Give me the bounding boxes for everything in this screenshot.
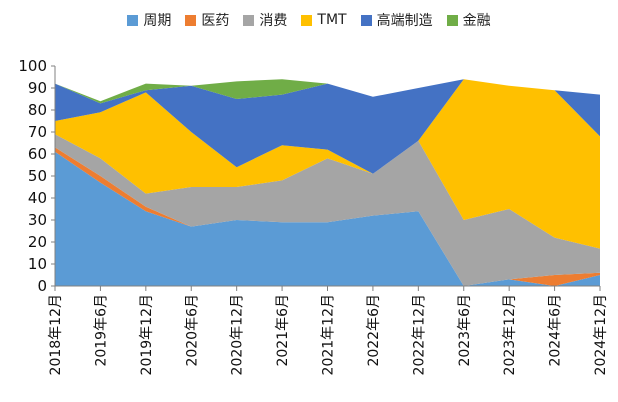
y-tick-label: 40 xyxy=(28,189,47,207)
x-tick-label: 2020年6月 xyxy=(184,294,200,367)
x-tick-label: 2018年12月 xyxy=(48,294,64,375)
x-tick-label: 2024年6月 xyxy=(548,294,564,367)
legend-swatch xyxy=(243,14,255,26)
x-tick-label: 2023年12月 xyxy=(502,294,518,375)
area-TMT xyxy=(55,79,600,249)
legend-item: 高端制造 xyxy=(360,10,433,30)
y-tick-label: 60 xyxy=(28,145,47,163)
y-tick-label: 70 xyxy=(28,123,47,141)
x-tick-label: 2021年12月 xyxy=(321,294,337,375)
x-tick-label: 2021年6月 xyxy=(275,294,291,367)
y-tick-label: 80 xyxy=(28,101,47,119)
legend-label: 周期 xyxy=(143,13,172,29)
x-tick-label: 2023年6月 xyxy=(457,294,473,367)
area-医药 xyxy=(55,147,600,286)
legend-swatch xyxy=(301,14,313,26)
x-tick-label: 2022年12月 xyxy=(411,294,427,375)
area-消费 xyxy=(55,134,600,286)
area-周期 xyxy=(55,151,600,286)
x-tick-label: 2024年12月 xyxy=(593,294,609,375)
x-tick-label: 2019年6月 xyxy=(93,294,109,367)
legend-swatch xyxy=(127,14,139,26)
area-高端制造 xyxy=(55,79,600,174)
legend-label: 消费 xyxy=(259,13,288,29)
legend: 周期 医药 消费 TMT 高端制造 金融 xyxy=(0,8,618,32)
legend-item: TMT xyxy=(301,12,347,28)
x-tick-label: 2022年6月 xyxy=(366,294,382,367)
legend-swatch xyxy=(360,14,372,26)
y-tick-label: 100 xyxy=(18,57,47,75)
x-tick-label: 2020年12月 xyxy=(230,294,246,375)
y-tick-label: 90 xyxy=(28,79,47,97)
legend-label: 金融 xyxy=(462,13,491,29)
legend-swatch xyxy=(446,14,458,26)
legend-item: 消费 xyxy=(243,10,287,30)
legend-item: 医药 xyxy=(185,10,229,30)
y-tick-label: 10 xyxy=(28,255,47,273)
legend-item: 金融 xyxy=(446,10,491,30)
legend-item: 周期 xyxy=(127,10,171,30)
x-tick-label: 2019年12月 xyxy=(139,294,155,375)
y-tick-label: 0 xyxy=(37,277,47,295)
legend-swatch xyxy=(185,14,197,26)
legend-label: TMT xyxy=(317,12,347,28)
y-tick-label: 50 xyxy=(28,167,47,185)
legend-label: 高端制造 xyxy=(376,13,433,29)
y-tick-label: 30 xyxy=(28,211,47,229)
legend-label: 医药 xyxy=(201,13,230,29)
y-tick-label: 20 xyxy=(28,233,47,251)
